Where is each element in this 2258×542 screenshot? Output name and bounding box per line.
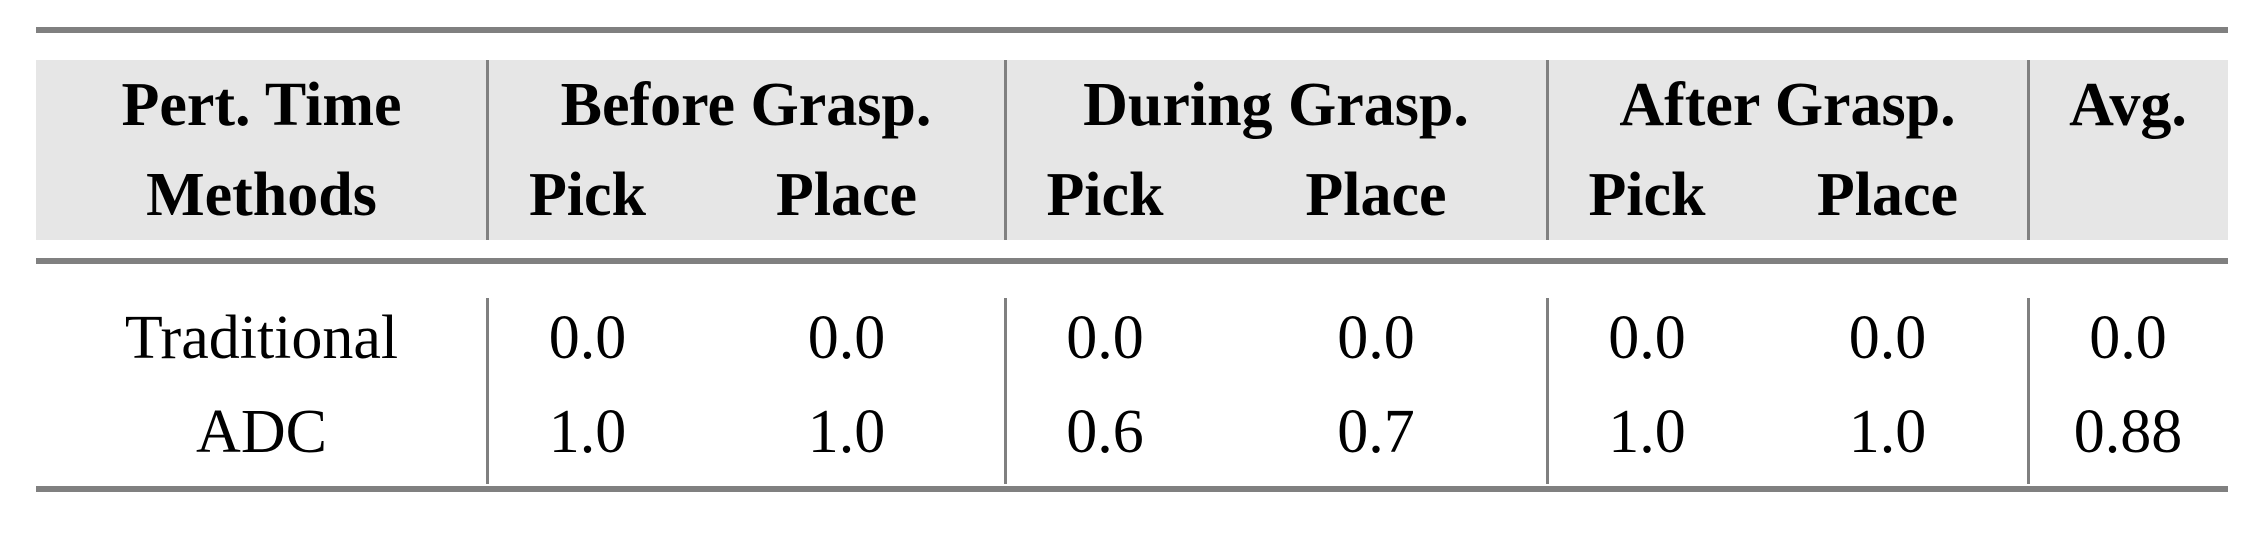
cell: 0.7 xyxy=(1337,397,1415,466)
column-divider xyxy=(2027,298,2030,484)
header-row-1: Pert. Time Before Grasp. During Grasp. A… xyxy=(36,60,2228,150)
header-after-pick: Pick xyxy=(1588,160,1706,229)
header-methods: Methods xyxy=(146,160,377,229)
header-pert-time: Pert. Time xyxy=(121,70,402,139)
header-row-2: Methods Pick Place Pick Place Pick Place xyxy=(36,150,2228,240)
cell: 0.0 xyxy=(1337,303,1415,372)
column-divider xyxy=(1546,60,1549,240)
table-row: Traditional 0.0 0.0 0.0 0.0 0.0 0.0 0.0 xyxy=(36,291,2228,385)
header-before-pick: Pick xyxy=(528,160,647,229)
top-rule xyxy=(36,27,2228,33)
cell: 0.0 xyxy=(548,303,627,372)
table-row: ADC 1.0 1.0 0.6 0.7 1.0 1.0 0.88 xyxy=(36,385,2228,479)
column-divider xyxy=(486,60,489,240)
cell: 1.0 xyxy=(1608,397,1686,466)
header-avg: Avg. xyxy=(2069,70,2187,139)
cell: 0.88 xyxy=(2073,397,2183,466)
column-divider xyxy=(1004,298,1007,484)
header-after-grasp: After Grasp. xyxy=(1619,70,1956,139)
header-during-grasp: During Grasp. xyxy=(1083,70,1469,139)
cell: 0.0 xyxy=(1066,303,1144,372)
row-method: ADC xyxy=(196,397,327,466)
header-during-pick: Pick xyxy=(1046,160,1164,229)
cell: 1.0 xyxy=(807,397,886,466)
header-during-place: Place xyxy=(1305,160,1447,229)
cell: 0.0 xyxy=(1608,303,1686,372)
header-after-place: Place xyxy=(1816,160,1959,229)
header-background xyxy=(36,60,2228,240)
column-divider xyxy=(486,298,489,484)
header-before-place: Place xyxy=(775,160,918,229)
column-divider xyxy=(1004,60,1007,240)
cell: 0.0 xyxy=(1848,303,1927,372)
cell: 0.6 xyxy=(1066,397,1144,466)
bottom-rule xyxy=(36,486,2228,492)
header-before-grasp: Before Grasp. xyxy=(560,70,932,139)
mid-rule xyxy=(36,258,2228,264)
header-avg-empty xyxy=(2028,150,2228,240)
column-divider xyxy=(2027,60,2030,240)
cell: 0.0 xyxy=(807,303,886,372)
cell: 1.0 xyxy=(1848,397,1927,466)
cell: 0.0 xyxy=(2089,303,2167,372)
column-divider xyxy=(1546,298,1549,484)
cell: 1.0 xyxy=(548,397,627,466)
row-method: Traditional xyxy=(124,303,399,372)
